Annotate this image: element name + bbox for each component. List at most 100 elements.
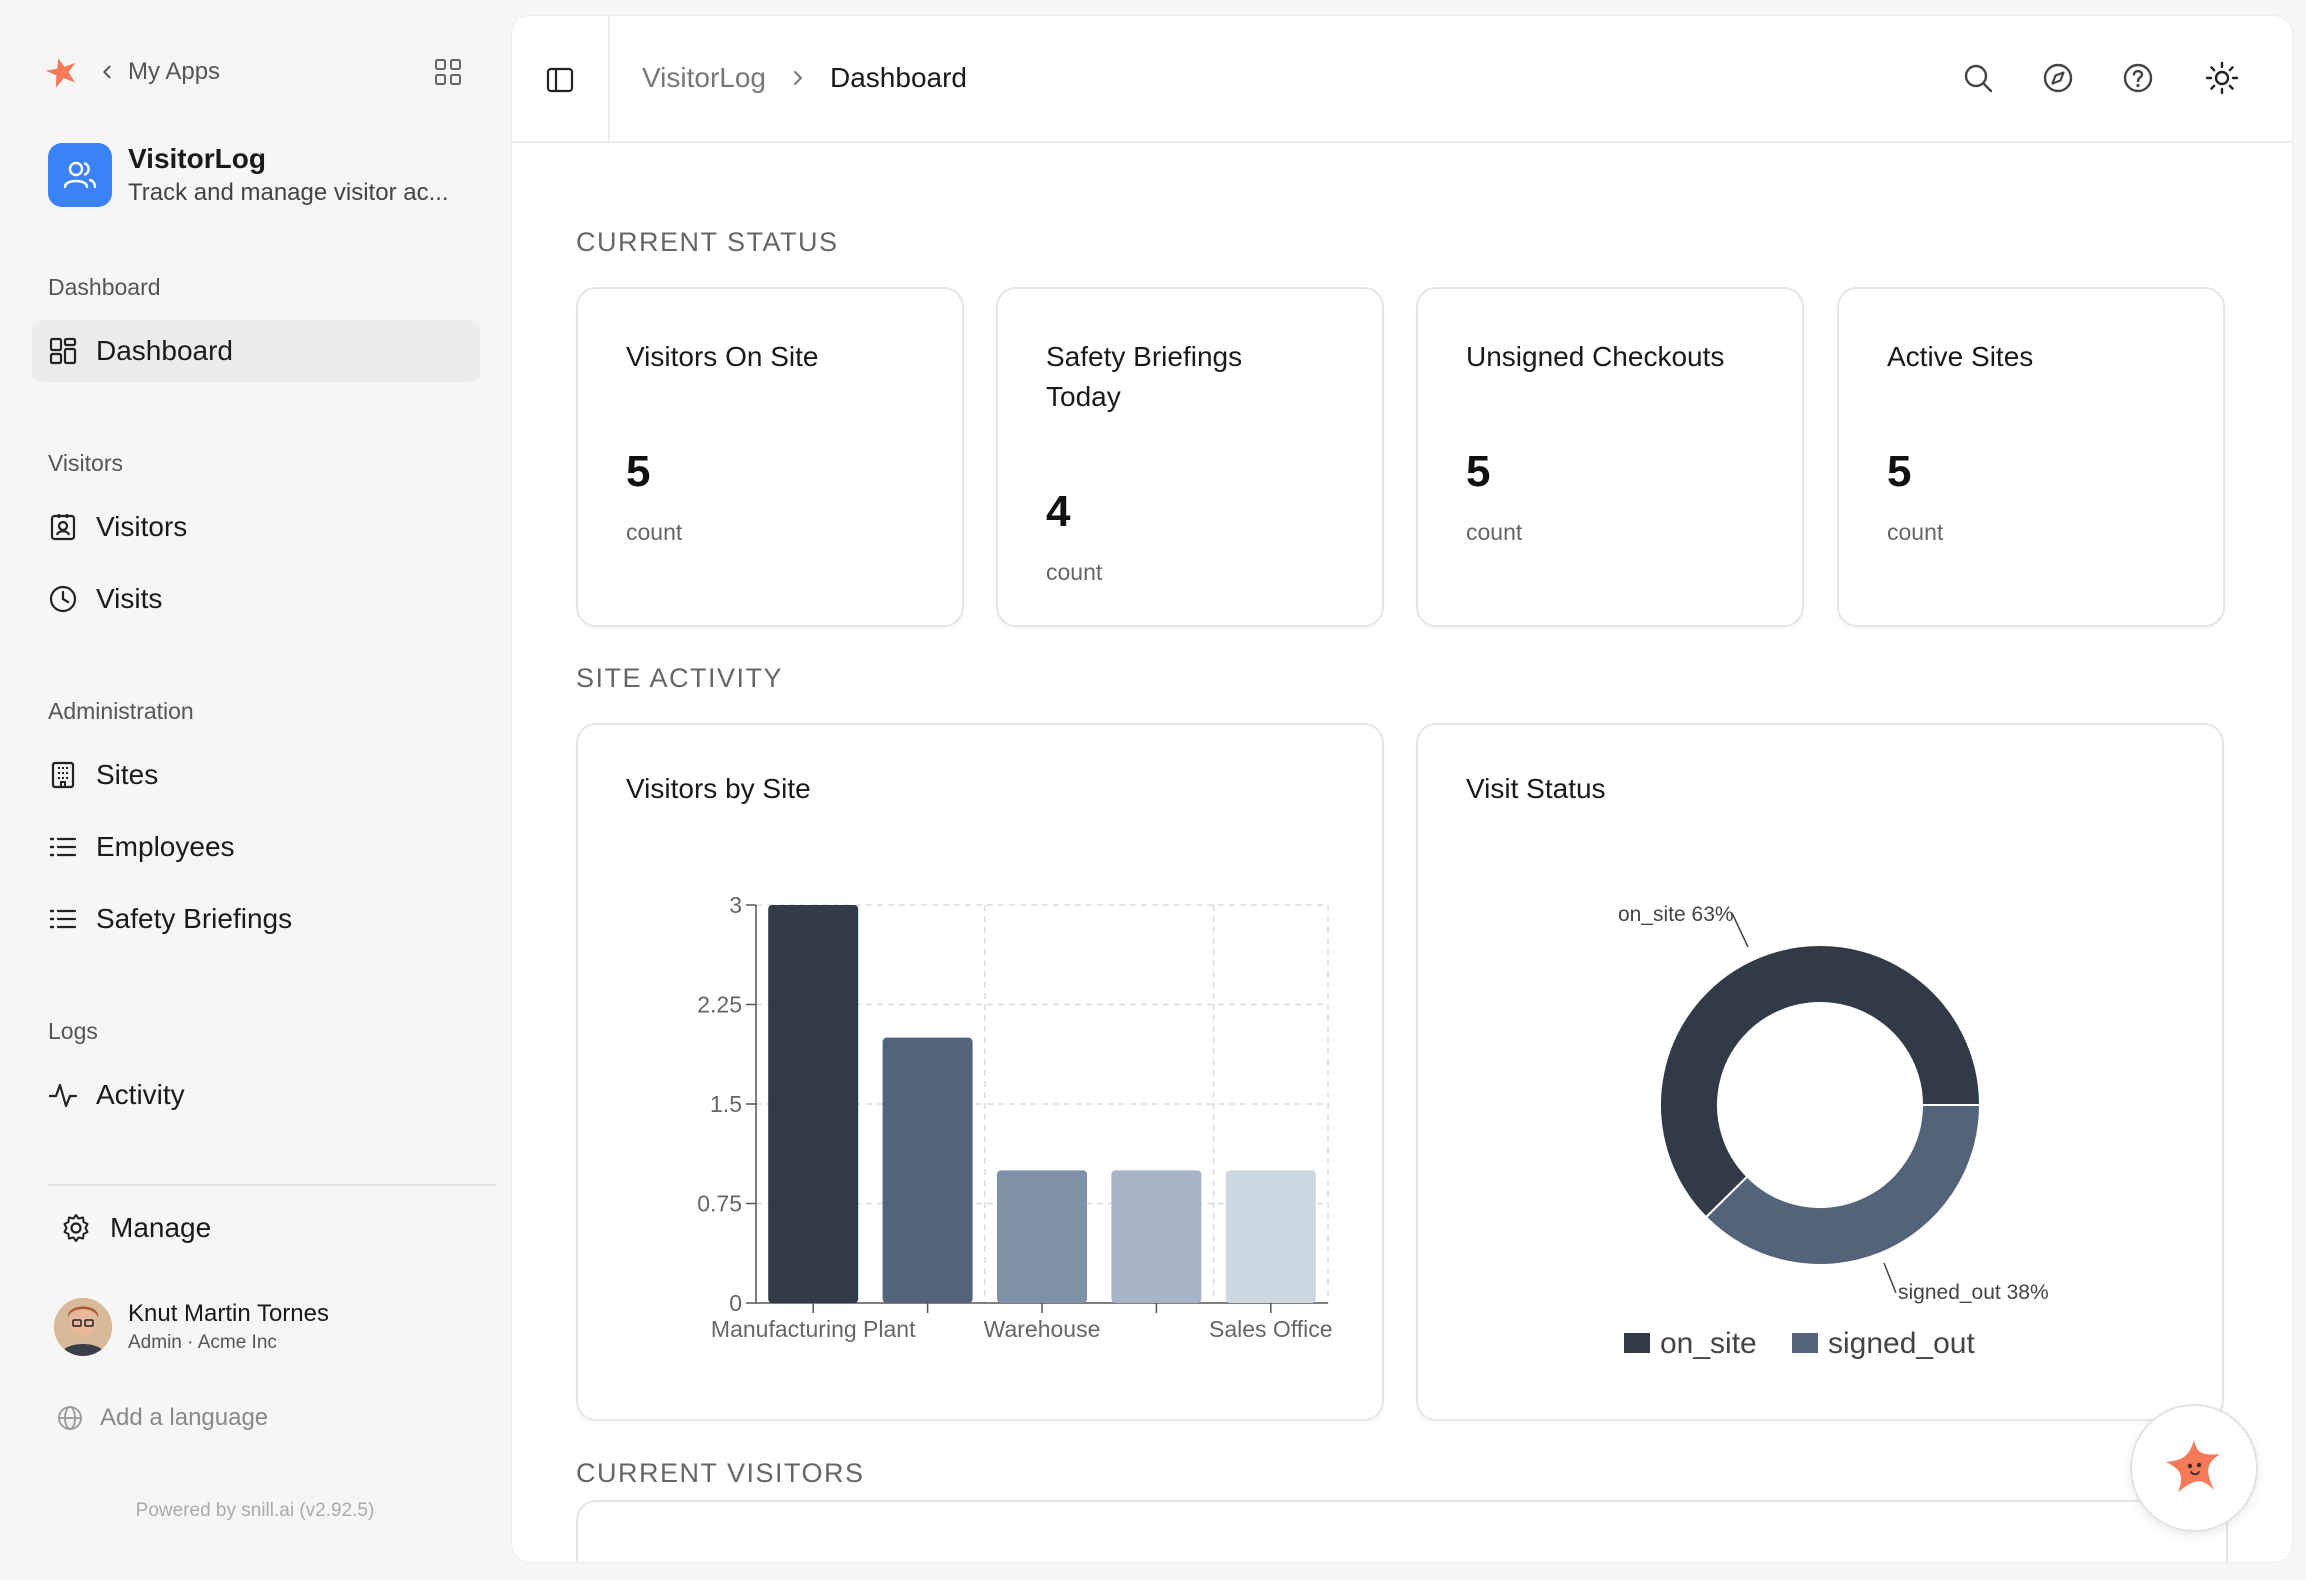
badge-icon <box>50 514 76 541</box>
sidebar-item-label: Safety Briefings <box>96 903 293 934</box>
sidebar-item-label: Visits <box>96 583 163 614</box>
bar[interactable] <box>997 1170 1087 1303</box>
stat-card-safety-briefings-today[interactable]: Safety Briefings Today 4 count <box>996 287 1384 627</box>
y-tick-label: 3 <box>729 892 742 918</box>
activity-icon <box>48 1083 78 1108</box>
gear-icon <box>63 1214 89 1242</box>
legend-label[interactable]: signed_out <box>1828 1327 1975 1360</box>
y-tick-label: 1.5 <box>710 1091 742 1117</box>
powered-by: Powered by snill.ai (v2.92.5) <box>135 1500 375 1521</box>
sidebar-divider <box>48 1184 496 1186</box>
bar[interactable] <box>1225 1170 1316 1303</box>
sidebar: My Apps VisitorLog Track and manage visi… <box>0 0 510 1580</box>
compass-icon[interactable] <box>2040 60 2076 96</box>
breadcrumb-current: Dashboard <box>830 62 967 93</box>
bar[interactable] <box>1111 1170 1202 1303</box>
section-label-logs: Logs <box>48 1018 98 1044</box>
stat-unit: count <box>626 519 683 545</box>
chart-title: Visitors by Site <box>626 773 811 804</box>
legend-label[interactable]: on_site <box>1660 1327 1757 1360</box>
chevron-left-icon <box>103 65 111 79</box>
leader-line <box>1883 1262 1897 1294</box>
chart-card-visit-status: Visit Status on_site 63% signed_out 38% on… <box>1416 723 2224 1421</box>
sidebar-item-label: Activity <box>96 1079 185 1110</box>
assistant-star-icon <box>2166 1440 2220 1492</box>
y-tick-label: 0.75 <box>697 1191 742 1217</box>
sidebar-item-employees[interactable]: Employees <box>32 816 480 878</box>
user-profile[interactable]: Knut Martin Tornes Admin · Acme Inc <box>54 1298 329 1356</box>
y-tick-label: 0 <box>729 1290 742 1316</box>
slice-label: signed_out 38% <box>1898 1281 2049 1304</box>
manage-button[interactable]: Manage <box>60 1212 211 1244</box>
stat-value: 4 <box>1046 487 1071 536</box>
x-tick-label: Sales Office <box>1209 1316 1333 1342</box>
user-role: Admin · Acme Inc <box>128 1332 277 1353</box>
app-header: VisitorLog Track and manage visitor ac..… <box>48 143 449 207</box>
sidebar-item-label: Sites <box>96 759 159 790</box>
sidebar-item-sites[interactable]: Sites <box>32 744 480 806</box>
bar[interactable] <box>882 1037 973 1303</box>
section-heading-site-activity: SITE ACTIVITY <box>576 663 784 693</box>
sidebar-toggle-icon <box>546 67 574 92</box>
users-icon <box>48 143 112 207</box>
leader-line <box>1731 912 1749 948</box>
list-icon <box>49 909 77 929</box>
bar[interactable] <box>768 905 859 1303</box>
globe-icon <box>58 1406 82 1430</box>
breadcrumb-app[interactable]: VisitorLog <box>642 62 767 93</box>
section-label-visitors: Visitors <box>48 450 123 476</box>
sidebar-item-visits[interactable]: Visits <box>32 568 480 630</box>
stat-title: Visitors On Site <box>626 341 819 372</box>
search-icon[interactable] <box>1960 60 1996 96</box>
manage-label: Manage <box>110 1212 212 1243</box>
sidebar-item-label: Employees <box>96 831 235 862</box>
stat-title: Unsigned Checkouts <box>1466 341 1725 372</box>
sidebar-item-activity[interactable]: Activity <box>32 1064 480 1126</box>
apps-grid-icon[interactable] <box>432 56 464 88</box>
clock-icon <box>49 585 77 613</box>
bar-chart: 0 0.75 1.5 2.25 3 Manufacturing Plant Warehous… <box>697 892 1333 1342</box>
sidebar-item-safety-briefings[interactable]: Safety Briefings <box>32 888 480 950</box>
legend-swatch <box>1624 1333 1650 1353</box>
help-icon[interactable] <box>2120 60 2156 96</box>
list-icon <box>49 837 77 857</box>
add-language-button[interactable]: Add a language <box>56 1404 268 1432</box>
chart-card-visitors-by-site: Visitors by Site 0 0.75 1.5 2.25 3 Manufactur… <box>576 723 1384 1421</box>
chart-title: Visit Status <box>1466 773 1606 804</box>
assistant-button[interactable] <box>2130 1404 2258 1532</box>
stat-unit: count <box>1466 519 1523 545</box>
current-visitors-card <box>576 1500 2228 1562</box>
section-label-administration: Administration <box>48 698 194 724</box>
pie-slice[interactable] <box>1704 1104 1982 1266</box>
sidebar-toggle-button[interactable] <box>512 16 610 143</box>
y-tick-label: 2.25 <box>697 992 742 1018</box>
donut-chart: on_site 63% signed_out 38% on_site signed_o… <box>1618 903 2049 1360</box>
section-label-dashboard: Dashboard <box>48 274 161 300</box>
stat-unit: count <box>1046 559 1103 585</box>
sidebar-item-dashboard[interactable]: Dashboard <box>32 320 480 382</box>
stat-card-unsigned-checkouts[interactable]: Unsigned Checkouts 5 count <box>1416 287 1804 627</box>
breadcrumb: VisitorLog Dashboard <box>642 62 967 94</box>
pie-slice[interactable] <box>1659 944 1982 1219</box>
sun-icon[interactable] <box>2204 60 2240 96</box>
stat-title: Safety Briefings Today <box>1046 341 1243 412</box>
legend-swatch <box>1792 1333 1818 1353</box>
my-apps-link[interactable]: My Apps <box>44 52 464 92</box>
stat-value: 5 <box>1466 447 1491 496</box>
slice-label: on_site 63% <box>1618 903 1734 926</box>
user-name: Knut Martin Tornes <box>128 1300 329 1327</box>
dashboard-icon <box>49 337 77 365</box>
stat-value: 5 <box>626 447 651 496</box>
app-description: Track and manage visitor ac... <box>128 179 449 206</box>
x-tick-label: Warehouse <box>984 1316 1101 1342</box>
add-language-label: Add a language <box>100 1404 269 1431</box>
top-bar: VisitorLog Dashboard <box>512 16 2292 143</box>
sidebar-item-visitors[interactable]: Visitors <box>32 496 480 558</box>
avatar <box>54 1298 112 1356</box>
my-apps-label: My Apps <box>128 58 221 85</box>
stat-value: 5 <box>1887 447 1912 496</box>
stat-card-visitors-on-site[interactable]: Visitors On Site 5 count <box>576 287 964 627</box>
stat-card-active-sites[interactable]: Active Sites 5 count <box>1837 287 2225 627</box>
main-panel: VisitorLog Dashboard CURRENT STATUS Visi <box>512 16 2292 1562</box>
stat-title: Active Sites <box>1887 341 2034 372</box>
